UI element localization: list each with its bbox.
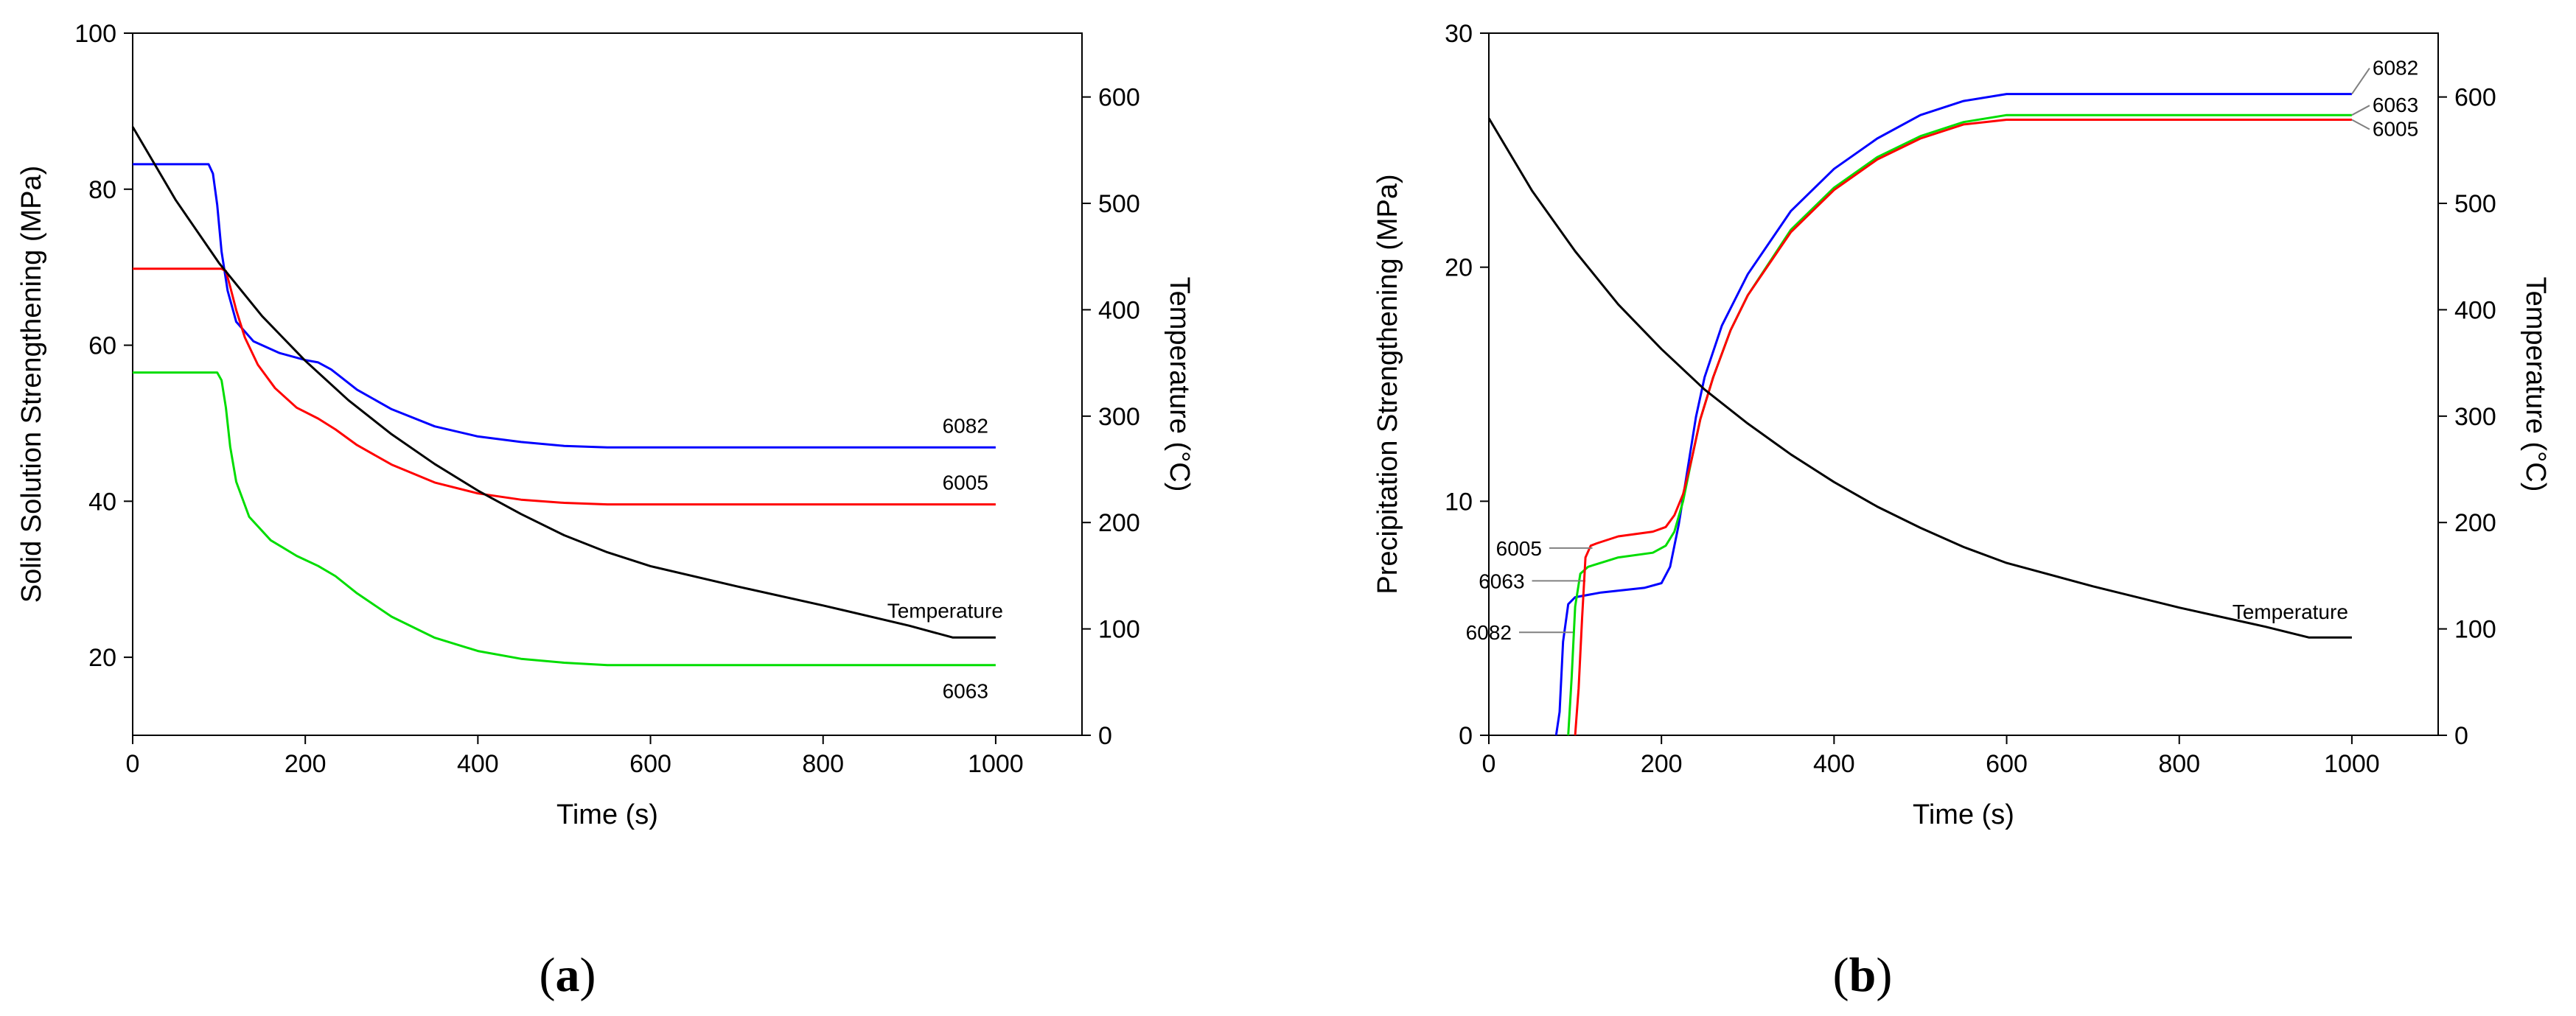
panel-label-letter: b — [1849, 948, 1877, 1002]
y2-tick-label: 500 — [2454, 190, 2496, 218]
y2-tick-label: 100 — [2454, 616, 2496, 644]
plot-frame — [132, 32, 1083, 736]
y-tick-label: 10 — [1445, 488, 1473, 516]
x-tick-label: 600 — [629, 750, 671, 778]
y2-tick-label: 300 — [1098, 403, 1140, 431]
chart-panel-b: 0 200 400 600 800 100001020300100200300400500… — [1372, 20, 2551, 1002]
x-tick-label: 800 — [2158, 750, 2200, 778]
y2-tick-label: 600 — [1098, 84, 1140, 112]
y2-tick-label: 100 — [1098, 616, 1140, 644]
panel-label-letter: a — [556, 948, 580, 1002]
y2-axis-label: Temperature (°C) — [2520, 277, 2551, 492]
x-axis-label: Time (s) — [1913, 799, 2014, 830]
y-tick-label: 100 — [74, 20, 116, 48]
y-tick-label: 20 — [1445, 254, 1473, 282]
series-line-temperature — [1487, 117, 2352, 639]
panel-label-open-paren: ( — [540, 948, 556, 1002]
x-axis-label: Time (s) — [556, 799, 658, 830]
series-line-6063 — [133, 371, 996, 667]
x-tick-label: 400 — [457, 750, 499, 778]
y2-tick-label: 600 — [2454, 84, 2496, 112]
y2-tick-label: 500 — [1098, 190, 1140, 218]
y-axis-label: Precipitation Strengthening (MPa) — [1372, 174, 1403, 594]
x-tick-label: 800 — [802, 750, 844, 778]
chart-panel-a: 0 200 400 600 800 100020406080100010020030040… — [16, 20, 1195, 1002]
y-tick-label: 20 — [88, 644, 116, 672]
series-label-6005: 6005 — [2373, 118, 2418, 141]
y2-tick-label: 200 — [2454, 509, 2496, 537]
y-tick-label: 60 — [88, 332, 116, 360]
series-line-6082 — [1554, 93, 2352, 736]
series-line-temperature — [131, 126, 996, 639]
series-line-6005 — [133, 267, 996, 506]
series-line-6063 — [1567, 113, 2352, 736]
y-tick-label: 0 — [1459, 722, 1473, 750]
x-tick-label: 0 — [1482, 750, 1496, 778]
x-tick-label: 1000 — [2324, 750, 2380, 778]
x-tick-label: 0 — [126, 750, 140, 778]
y2-tick-label: 0 — [2454, 722, 2468, 750]
series-inner-label-6005: 6005 — [1496, 537, 1542, 560]
y2-tick-label: 0 — [1098, 722, 1112, 750]
panel-label-close-paren: ) — [1876, 948, 1892, 1002]
series-label-6082: 6082 — [2373, 57, 2418, 80]
x-tick-label: 200 — [285, 750, 327, 778]
panel-label-close-paren: ) — [580, 948, 596, 1002]
y2-tick-label: 400 — [2454, 296, 2496, 324]
series-label-temperature: Temperature — [887, 599, 1003, 622]
series-leader-6005 — [2351, 119, 2370, 130]
y-tick-label: 40 — [88, 488, 116, 516]
x-tick-label: 200 — [1641, 750, 1683, 778]
panel-label: (b) — [1833, 948, 1893, 1002]
series-line-6005 — [1574, 119, 2352, 736]
series-line-6082 — [133, 163, 996, 449]
y2-axis-label: Temperature (°C) — [1164, 277, 1195, 492]
series-leader-6063 — [2351, 105, 2370, 116]
y2-tick-label: 200 — [1098, 509, 1140, 537]
x-tick-label: 1000 — [968, 750, 1024, 778]
series-label-6005: 6005 — [943, 472, 988, 494]
panel-label: (a) — [540, 948, 596, 1002]
series-inner-label-6063: 6063 — [1479, 570, 1524, 592]
x-tick-label: 600 — [1986, 750, 2028, 778]
x-tick-label: 400 — [1813, 750, 1855, 778]
series-leader-6082 — [2351, 68, 2370, 95]
series-label-6063: 6063 — [2373, 94, 2418, 116]
y-tick-label: 80 — [88, 176, 116, 204]
series-label-temperature: Temperature — [2233, 600, 2348, 623]
y2-tick-label: 300 — [2454, 403, 2496, 431]
y2-tick-label: 400 — [1098, 296, 1140, 324]
series-inner-label-6082: 6082 — [1466, 621, 1512, 644]
plot-frame — [1488, 32, 2439, 736]
y-axis-label: Solid Solution Strengthening (MPa) — [16, 166, 47, 603]
panel-label-open-paren: ( — [1833, 948, 1849, 1002]
series-label-6063: 6063 — [943, 680, 988, 703]
series-label-6082: 6082 — [943, 414, 988, 437]
y-tick-label: 30 — [1445, 20, 1473, 48]
